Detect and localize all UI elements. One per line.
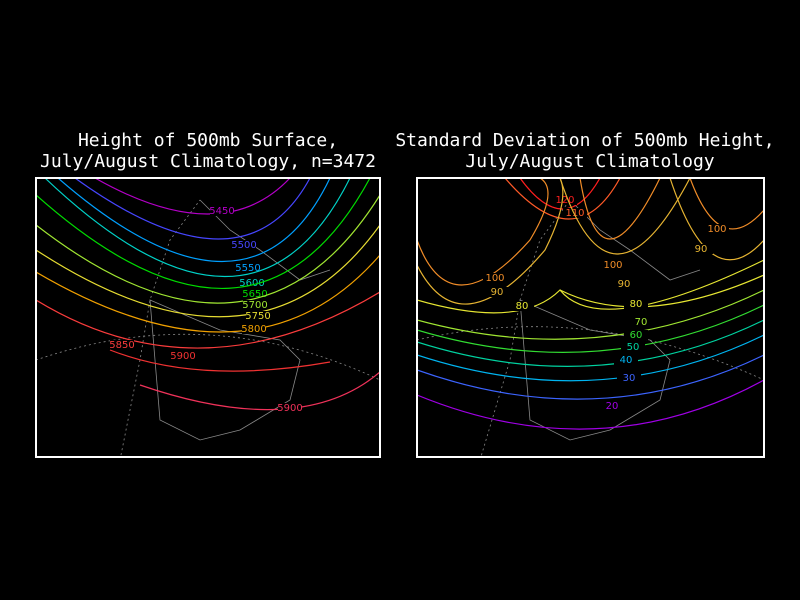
- contour-line: [139, 371, 380, 411]
- label-backing: [110, 340, 134, 350]
- contour-label: 5500: [231, 240, 256, 251]
- contour-label: 5750: [245, 311, 270, 322]
- label-backing: [171, 351, 195, 361]
- contour-label: 50: [627, 342, 640, 353]
- contour-label: 30: [623, 373, 636, 384]
- panel-title: Standard Deviation of 500mb Height,: [395, 130, 774, 151]
- label-backing: [601, 260, 625, 270]
- label-backing: [617, 373, 641, 383]
- contour-label: 20: [606, 401, 619, 412]
- label-backing: [612, 279, 636, 289]
- contour-label: 80: [630, 299, 643, 310]
- contour-line: [417, 304, 764, 353]
- label-backing: [621, 342, 645, 352]
- contour-line: [417, 319, 764, 367]
- label-backing: [689, 244, 713, 254]
- contour-line: [669, 178, 764, 261]
- contour-label: 120: [555, 195, 574, 206]
- contour-line: [559, 178, 691, 255]
- label-backing: [705, 224, 729, 234]
- contour-line: [57, 178, 331, 263]
- contour-line: [36, 178, 371, 289]
- contour-line: [36, 224, 380, 318]
- label-backing: [629, 317, 653, 327]
- label-backing: [232, 240, 256, 250]
- contour-label: 90: [618, 279, 631, 290]
- label-backing: [210, 206, 234, 216]
- contour-label: 90: [491, 287, 504, 298]
- label-backing: [240, 278, 264, 288]
- contour-label: 100: [485, 273, 504, 284]
- contour-line: [579, 178, 661, 240]
- label-backing: [614, 355, 638, 365]
- contour-label: 5800: [241, 324, 266, 335]
- panel-title: July/August Climatology: [465, 151, 714, 172]
- contour-line: [417, 178, 564, 305]
- contour-label: 5850: [109, 340, 134, 351]
- contour-label: 5700: [242, 300, 267, 311]
- contour-line: [44, 178, 351, 277]
- label-backing: [278, 403, 302, 413]
- label-backing: [563, 208, 587, 218]
- contour-line: [504, 178, 621, 220]
- contour-label: 110: [565, 208, 584, 219]
- contour-label: 5550: [235, 263, 260, 274]
- contour-label: 5600: [239, 278, 264, 289]
- label-backing: [483, 273, 507, 283]
- label-backing: [624, 299, 648, 309]
- label-backing: [242, 324, 266, 334]
- panel-title: July/August Climatology, n=3472: [40, 151, 376, 172]
- contour-label: 100: [707, 224, 726, 235]
- label-backing: [246, 311, 270, 321]
- label-backing: [243, 289, 267, 299]
- contour-line: [417, 178, 549, 286]
- label-backing: [624, 330, 648, 340]
- label-backing: [553, 195, 577, 205]
- contour-line: [519, 178, 601, 210]
- map-background: [36, 199, 380, 457]
- label-backing: [243, 300, 267, 310]
- contour-label: 90: [695, 244, 708, 255]
- contour-line: [36, 194, 380, 304]
- label-backing: [600, 401, 624, 411]
- label-backing: [510, 301, 534, 311]
- contour-label: 80: [516, 301, 529, 312]
- contour-label: 5650: [242, 289, 267, 300]
- contour-line: [417, 289, 764, 340]
- contour-line: [109, 349, 331, 372]
- map-background: [417, 199, 764, 457]
- contour-label: 5900: [277, 403, 302, 414]
- contour-label: 5450: [209, 206, 234, 217]
- label-backing: [236, 263, 260, 273]
- panel-title: Height of 500mb Surface,: [78, 130, 338, 151]
- contour-line: [417, 259, 764, 314]
- contour-label: 40: [620, 355, 633, 366]
- contour-label: 60: [630, 330, 643, 341]
- contour-line: [94, 178, 291, 215]
- contour-line: [417, 354, 764, 400]
- contour-label: 70: [635, 317, 648, 328]
- contour-label: 100: [603, 260, 622, 271]
- contour-line: [36, 291, 380, 349]
- map-frame: [416, 177, 765, 458]
- map-frame: [35, 177, 381, 458]
- contour-line: [74, 178, 311, 240]
- contour-line: [36, 254, 380, 333]
- contour-line: [559, 274, 764, 308]
- contour-line: [417, 379, 764, 430]
- label-backing: [485, 287, 509, 297]
- contour-label: 5900: [170, 351, 195, 362]
- contour-line: [689, 178, 764, 230]
- contour-line: [417, 334, 764, 382]
